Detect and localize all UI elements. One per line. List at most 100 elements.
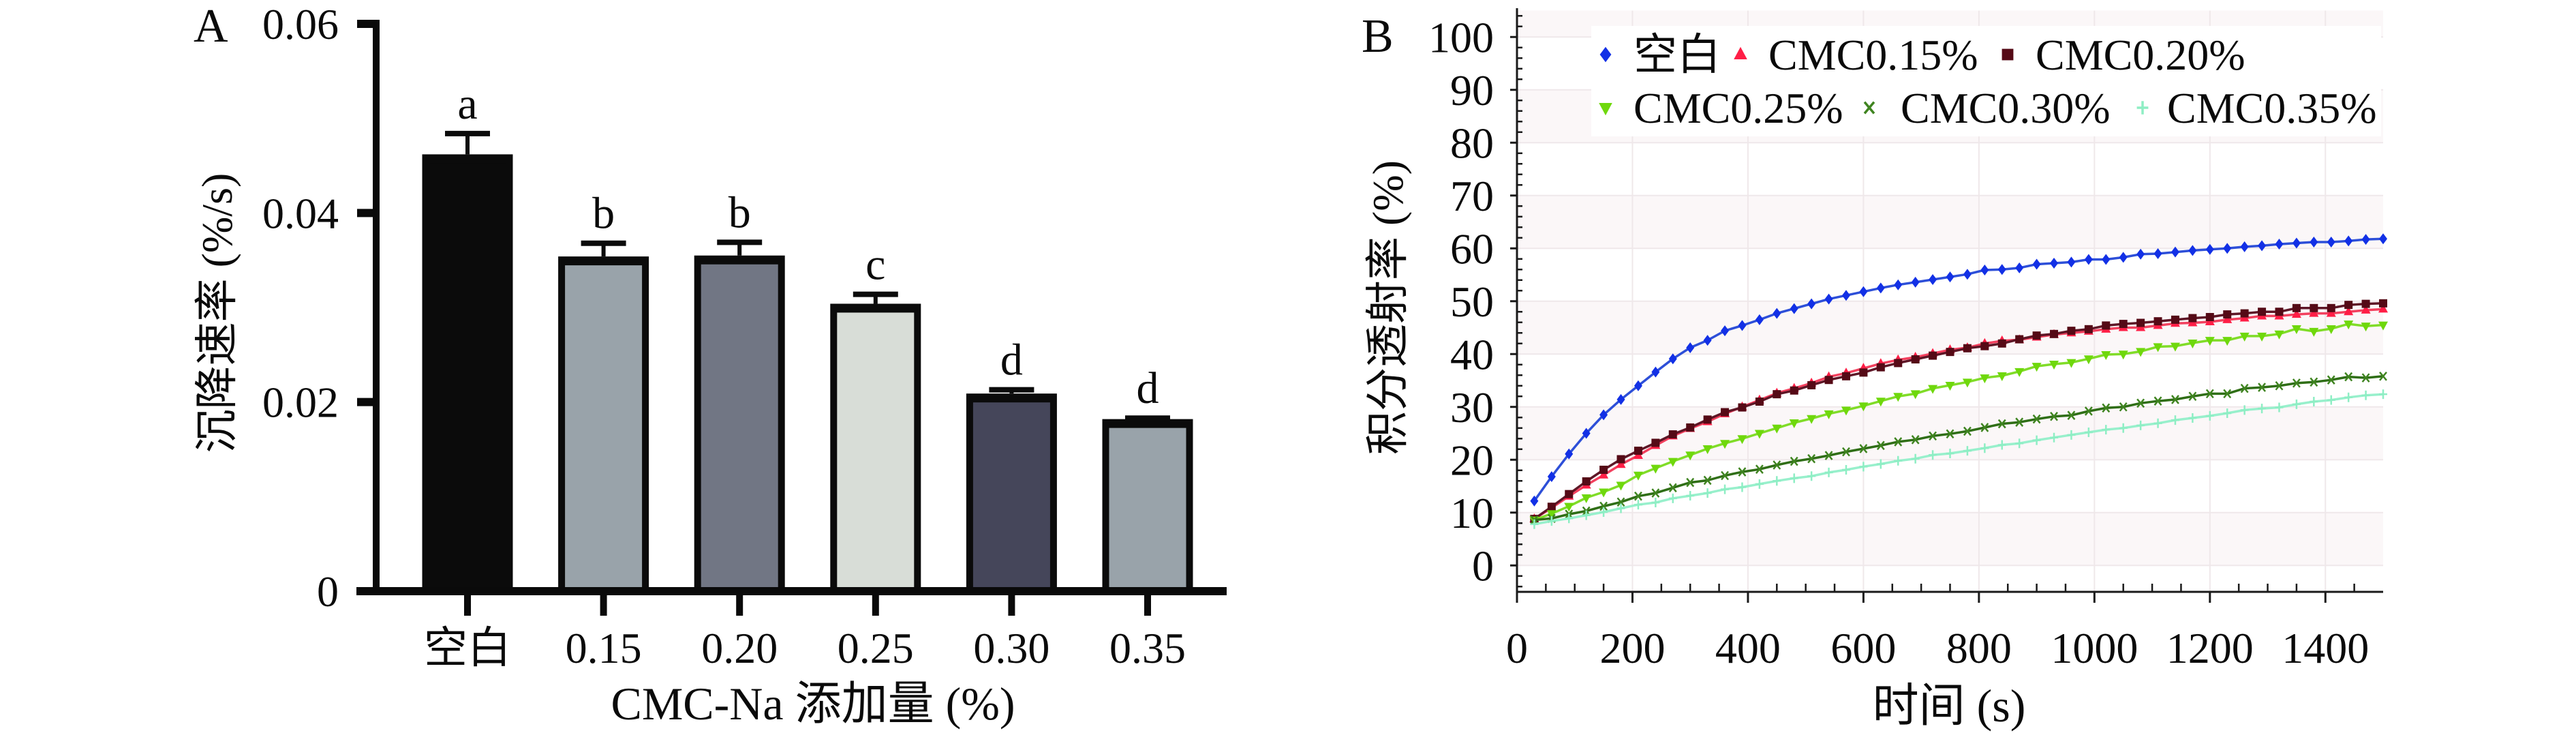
data-point	[2015, 262, 2024, 273]
data-point	[2084, 254, 2093, 265]
data-point	[1824, 293, 1833, 305]
data-point	[2344, 301, 2353, 310]
data-point	[1599, 507, 1608, 517]
data-point	[1633, 471, 1643, 481]
data-point	[2084, 427, 2093, 437]
significance-letter: b	[729, 188, 751, 237]
data-point	[1790, 386, 1798, 395]
series-markers-1	[1530, 233, 2387, 507]
data-point	[2309, 327, 2319, 337]
data-point	[2379, 233, 2387, 245]
data-point	[2171, 246, 2179, 258]
data-point	[2102, 403, 2111, 413]
data-point	[1685, 451, 1696, 461]
data-point	[2188, 314, 2197, 323]
data-point	[1686, 477, 1695, 488]
bar-1	[429, 163, 506, 592]
data-point	[2326, 325, 2336, 335]
data-point	[1702, 445, 1713, 454]
data-point	[1564, 503, 1574, 512]
data-point	[1530, 495, 1539, 507]
data-point	[1668, 458, 1678, 467]
data-point	[2361, 299, 2370, 308]
y-tick-label: 60	[1450, 224, 1494, 273]
data-point	[1946, 348, 1954, 357]
data-point	[1582, 428, 1591, 439]
data-point	[2170, 342, 2180, 352]
data-point	[1946, 429, 1954, 439]
data-point	[2310, 236, 2318, 248]
x-tick-label: 600	[1830, 624, 1896, 672]
data-point	[1980, 443, 1989, 453]
data-point	[2291, 325, 2301, 335]
data-point	[2257, 332, 2267, 342]
data-point	[2188, 245, 2197, 256]
data-point	[1634, 447, 1642, 455]
panel-a-y-axis-title: 沉降速率 (%/s)	[193, 173, 241, 453]
data-point	[2239, 332, 2250, 342]
data-point	[1755, 398, 1764, 406]
data-point	[2118, 350, 2128, 360]
data-point	[1894, 455, 1903, 466]
data-point	[1720, 440, 1730, 449]
data-point	[1547, 516, 1556, 526]
data-point	[2119, 320, 2128, 329]
data-point	[2379, 371, 2387, 381]
data-point	[1997, 264, 2006, 275]
data-point	[1876, 363, 1885, 372]
data-point	[1634, 380, 1642, 391]
data-point	[2050, 257, 2059, 269]
data-point	[2119, 252, 2128, 263]
legend-item-3: CMC0.20%	[2002, 31, 2245, 79]
bar-4	[837, 312, 915, 591]
data-point	[2067, 256, 2076, 268]
data-point	[1859, 444, 1868, 453]
data-point	[1876, 282, 1885, 294]
data-point	[1721, 470, 1730, 481]
data-point	[1910, 390, 1920, 400]
data-point	[2067, 327, 2076, 335]
data-point	[1807, 298, 1816, 310]
data-point	[2222, 314, 2233, 323]
data-point	[2205, 389, 2214, 399]
data-point	[1929, 273, 1937, 285]
legend-item-5: CMC0.30%	[1863, 84, 2111, 132]
plot-band	[1517, 195, 2383, 249]
x-tick-label: 400	[1715, 624, 1781, 672]
data-point	[2344, 306, 2354, 316]
data-point	[2310, 303, 2318, 312]
data-point	[2102, 254, 2111, 265]
data-point	[2344, 372, 2353, 382]
panel-a-x-axis-title: CMC-Na 添加量 (%)	[611, 678, 1015, 730]
bar-2	[565, 265, 643, 591]
legend-item-6: CMC0.35%	[2136, 84, 2377, 132]
data-point	[2171, 315, 2179, 324]
triangle-down-marker-icon	[1599, 103, 1612, 116]
data-point	[1755, 464, 1764, 475]
data-point	[1686, 490, 1695, 500]
panel-a-marks: a 空白 b 0.15 b 0.20 c 0.25 d 0.30 d 0.35 0 0.02 0.04 0.0…	[262, 0, 1227, 672]
panel-a-label: A	[194, 0, 228, 53]
square-marker-icon	[2002, 48, 2014, 61]
data-point	[1894, 279, 1903, 290]
data-point	[1841, 464, 1850, 475]
data-point	[2310, 377, 2318, 387]
x-tick-label: 1400	[2282, 624, 2369, 672]
panel-b-plot-background	[1517, 10, 2383, 592]
data-point	[2223, 408, 2232, 419]
data-point	[2171, 415, 2179, 425]
panel-b-legend: 空白 CMC0.15% CMC0.20% CMC0.25% CMC0.30% CMC0.3…	[1599, 31, 2377, 132]
data-point	[1634, 491, 1642, 501]
data-point	[1651, 438, 1660, 447]
data-point	[1737, 435, 1747, 445]
y-tick-label: 90	[1450, 66, 1494, 115]
data-point	[1807, 415, 1817, 424]
y-tick-label: 10	[1450, 489, 1494, 537]
data-point	[2136, 348, 2146, 357]
data-point	[1894, 359, 1903, 368]
significance-letter: d	[1137, 363, 1159, 413]
data-point	[1599, 469, 1609, 479]
legend-item-2: CMC0.15%	[1734, 31, 1978, 79]
data-point	[1703, 488, 1712, 498]
data-point	[2084, 406, 2093, 416]
